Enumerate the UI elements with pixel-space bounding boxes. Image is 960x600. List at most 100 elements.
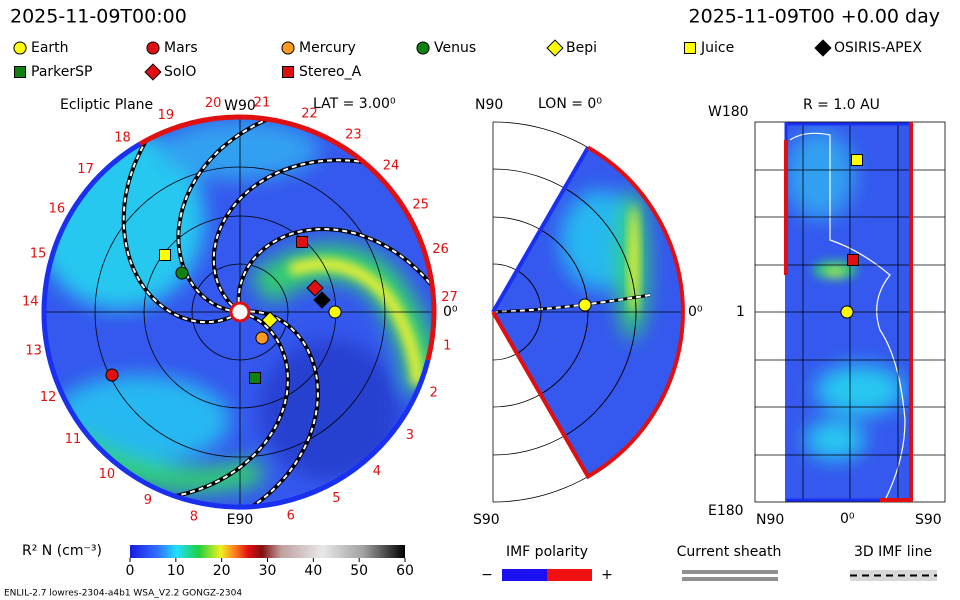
imf-minus: − xyxy=(481,567,493,583)
carrington-label: 24 xyxy=(383,159,400,174)
body-marker xyxy=(306,279,324,297)
body-marker xyxy=(851,154,863,166)
carrington-label: 9 xyxy=(144,493,152,508)
body-marker xyxy=(255,331,269,345)
body-marker xyxy=(313,291,331,309)
body-marker xyxy=(281,41,295,55)
imf3d-title: 3D IMF line xyxy=(854,544,932,560)
legend-label: Stereo_A xyxy=(299,64,362,80)
tick-label: 60 xyxy=(396,563,414,579)
colorbar-ticks: 0 10 20 30 40 50 60 xyxy=(126,558,414,579)
body-marker xyxy=(13,41,27,55)
carrington-label: 27 xyxy=(441,290,458,305)
s90: S90 xyxy=(473,512,500,528)
legend-label: SolO xyxy=(164,64,196,80)
body-marker xyxy=(261,311,279,329)
legend-label: Bepi xyxy=(566,40,597,56)
carrington-label: 8 xyxy=(190,509,198,524)
legend: Earth Mars Mercury Venus Bepi Juice OSIRIS-APE… xyxy=(13,39,922,81)
date-right: 2025-11-09T00 +0.00 day xyxy=(689,6,940,28)
sheath-line xyxy=(682,577,778,581)
radial-edge-neg xyxy=(784,122,911,502)
date-left: 2025-11-09T00:00 xyxy=(10,6,187,28)
tick-label: 10 xyxy=(167,563,185,579)
carrington-label: 11 xyxy=(65,432,82,447)
x-label: S90 xyxy=(915,512,942,528)
ecliptic-title: Ecliptic Plane xyxy=(60,97,153,113)
colorbar xyxy=(130,545,405,558)
body-marker xyxy=(578,298,592,312)
legend-label: Juice xyxy=(700,40,734,56)
body-marker xyxy=(296,236,308,248)
carrington-label: 22 xyxy=(301,106,318,121)
carrington-label: 5 xyxy=(332,491,340,506)
body-marker xyxy=(14,66,26,78)
imf-positive xyxy=(547,569,592,581)
carrington-label: 14 xyxy=(22,295,39,310)
carrington-label: 21 xyxy=(254,96,271,111)
legend-label: Venus xyxy=(434,40,476,56)
carrington-label: 3 xyxy=(406,428,414,443)
w90: W90 xyxy=(224,98,256,114)
tick-label: 20 xyxy=(213,563,231,579)
x-label: 0⁰ xyxy=(840,511,855,527)
r-label: R = 1.0 AU xyxy=(803,97,880,113)
e90: E90 xyxy=(227,512,254,528)
carrington-label: 16 xyxy=(49,202,66,217)
lat-label: LAT = 3.00⁰ xyxy=(313,96,396,112)
carrington-label: 12 xyxy=(40,390,57,405)
tick-label: 40 xyxy=(304,563,322,579)
wedge-edge-north xyxy=(491,146,590,314)
imf-negative xyxy=(502,569,547,581)
sun xyxy=(229,301,251,323)
sheath-title: Current sheath xyxy=(677,544,782,560)
body-marker xyxy=(546,39,564,57)
legend-label: OSIRIS-APEX xyxy=(834,40,922,56)
carrington-label: 10 xyxy=(99,467,116,482)
body-marker xyxy=(840,305,854,319)
carrington-label: 25 xyxy=(412,197,429,212)
body-marker xyxy=(105,368,119,382)
n90: N90 xyxy=(475,97,503,113)
tick-label: 50 xyxy=(350,563,368,579)
r-mid: 1 xyxy=(736,304,745,320)
ecliptic-zero: 0⁰ xyxy=(443,304,458,320)
carrington-label: 2 xyxy=(430,385,438,400)
bodies xyxy=(105,154,863,384)
carrington-label: 23 xyxy=(345,128,362,143)
carrington-label: 15 xyxy=(30,247,47,262)
x-label: N90 xyxy=(756,512,784,528)
body-marker xyxy=(847,254,859,266)
body-marker xyxy=(249,372,261,384)
body-marker xyxy=(416,41,430,55)
body-marker xyxy=(328,305,342,319)
colorbar-label: R² N (cm⁻³) xyxy=(22,543,102,559)
tick-label: 30 xyxy=(259,563,277,579)
body-marker xyxy=(144,63,162,81)
legend-label: ParkerSP xyxy=(31,64,92,80)
carrington-label: 4 xyxy=(373,464,381,479)
meridional-zero: 0⁰ xyxy=(688,304,703,320)
lon-label: LON = 0⁰ xyxy=(538,96,602,112)
footer: ENLIL-2.7 lowres-2304-a4b1 WSA_V2.2 GONG… xyxy=(4,589,242,599)
rim-negative xyxy=(41,141,431,510)
legend-label: Mercury xyxy=(299,40,356,56)
carrington-label: 19 xyxy=(158,108,175,123)
carrington-label: 13 xyxy=(25,343,42,358)
carrington-label: 1 xyxy=(443,339,451,354)
imf-line xyxy=(169,310,319,507)
legend-label: Mars xyxy=(164,40,198,56)
imf-line xyxy=(237,227,435,369)
sheath-line xyxy=(682,570,778,574)
carrington-label: 6 xyxy=(287,508,295,523)
radial-edge-pos xyxy=(784,122,913,502)
imf-plus: + xyxy=(601,567,613,583)
w180: W180 xyxy=(708,104,749,120)
body-marker xyxy=(175,266,189,280)
wedge-edge xyxy=(491,145,685,480)
legend-label: Earth xyxy=(31,40,69,56)
carrington-label: 18 xyxy=(114,130,131,145)
body-marker xyxy=(159,249,171,261)
